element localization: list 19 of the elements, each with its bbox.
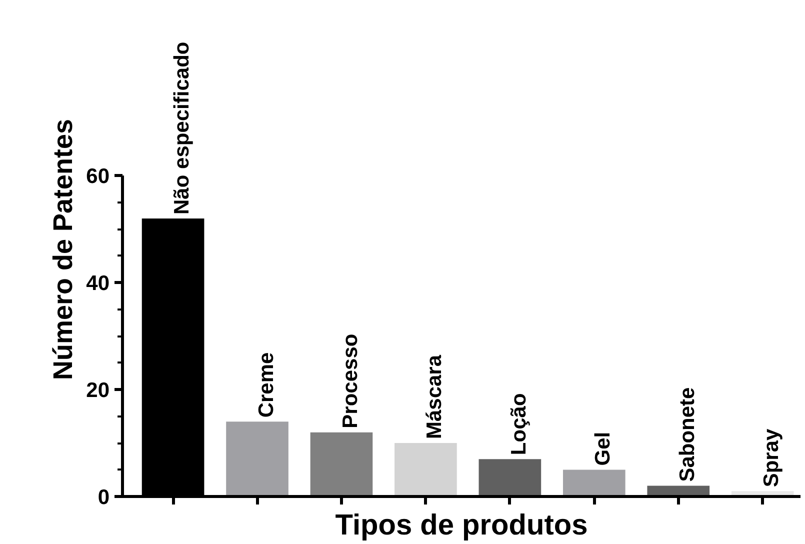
y-tick-label: 20 bbox=[86, 379, 110, 402]
x-tick-label: Spray bbox=[760, 428, 784, 488]
y-tick-label: 0 bbox=[98, 486, 110, 509]
x-tick-label: Gel bbox=[592, 432, 615, 466]
x-tick-label: Máscara bbox=[423, 354, 446, 440]
x-tick-label: Sabonete bbox=[676, 387, 699, 482]
bar bbox=[562, 470, 626, 496]
x-tick-label: Loção bbox=[507, 393, 530, 456]
x-tick-label: Processo bbox=[338, 334, 362, 428]
x-tick-label: Creme bbox=[254, 352, 278, 418]
x-axis-title: Tipos de produtos bbox=[335, 510, 588, 542]
y-axis-title: Número de Patentes bbox=[48, 118, 78, 380]
y-tick-label: 60 bbox=[86, 165, 110, 188]
bar bbox=[394, 443, 457, 496]
x-tick-label: Não especificado bbox=[170, 42, 194, 214]
bar bbox=[226, 422, 288, 496]
y-tick-label: 40 bbox=[86, 272, 110, 296]
bar bbox=[478, 459, 542, 496]
bar bbox=[310, 432, 373, 496]
